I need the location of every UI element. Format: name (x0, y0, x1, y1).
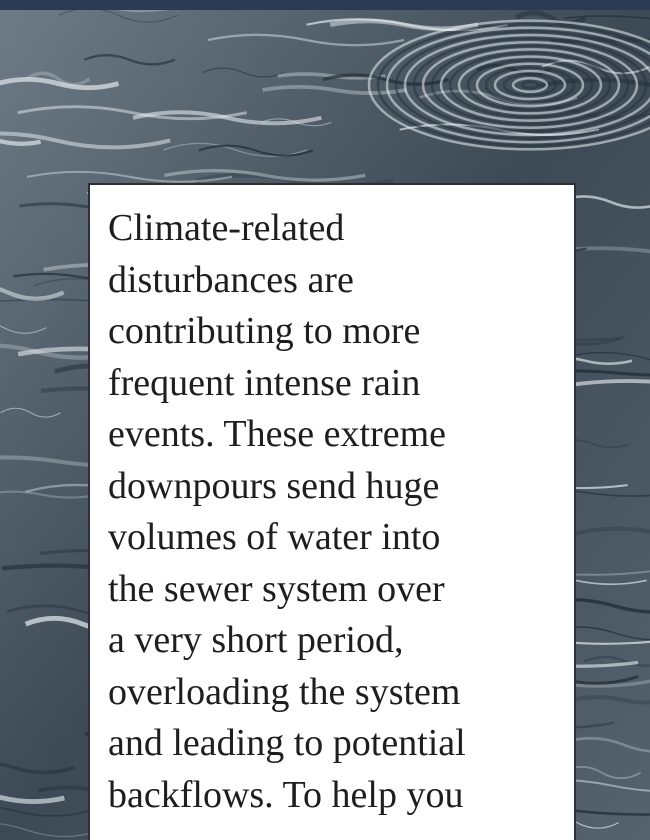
text-line: contributing to more (108, 306, 556, 358)
text-line: and leading to potential (108, 718, 556, 770)
text-line: Climate-related (108, 203, 556, 255)
text-line: events. These extreme (108, 409, 556, 461)
text-line: frequent intense rain (108, 358, 556, 410)
top-bar (0, 0, 650, 10)
text-line: backflows. To help you (108, 770, 556, 822)
text-line: the sewer system over (108, 564, 556, 616)
text-line: volumes of water into (108, 512, 556, 564)
text-line: downpours send huge (108, 461, 556, 513)
text-line: overloading the system (108, 667, 556, 719)
text-line: a very short period, (108, 615, 556, 667)
page: Climate-relateddisturbances arecontribut… (0, 0, 650, 840)
text-line: disturbances are (108, 255, 556, 307)
